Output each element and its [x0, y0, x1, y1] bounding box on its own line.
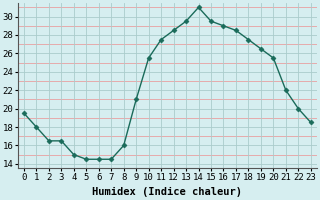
X-axis label: Humidex (Indice chaleur): Humidex (Indice chaleur): [92, 187, 242, 197]
